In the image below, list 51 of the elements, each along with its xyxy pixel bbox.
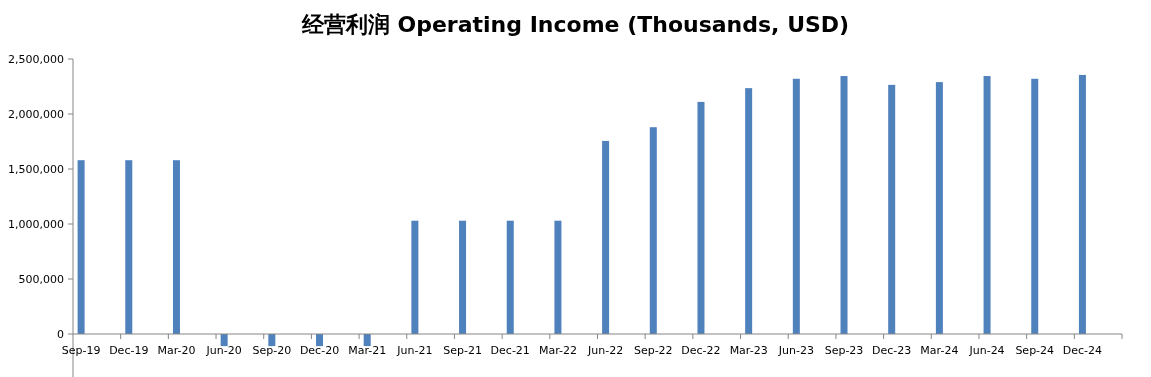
- x-tick-label: Jun-20: [205, 344, 242, 357]
- bar: [745, 88, 753, 334]
- bar: [363, 334, 371, 347]
- x-tick-label: Dec-19: [109, 344, 149, 357]
- x-tick-label: Jun-24: [968, 344, 1005, 357]
- x-tick-label: Dec-21: [490, 344, 530, 357]
- x-tick-label: Sep-20: [252, 344, 292, 357]
- bar: [125, 160, 133, 334]
- y-tick-label: 1,000,000: [8, 218, 64, 231]
- bar: [935, 82, 943, 334]
- x-tick-label: Sep-22: [633, 344, 673, 357]
- x-tick-label: Dec-24: [1062, 344, 1103, 357]
- chart-title: 经营利润 Operating Income (Thousands, USD): [300, 12, 850, 37]
- x-tick-label: Sep-24: [1015, 344, 1055, 357]
- bar: [1031, 78, 1039, 334]
- x-tick-label: Dec-23: [872, 344, 912, 357]
- x-tick-label: Sep-21: [443, 344, 482, 357]
- bar: [888, 84, 896, 334]
- bar: [1078, 74, 1086, 334]
- bar: [506, 220, 514, 334]
- bar: [983, 76, 991, 334]
- x-tick-label: Mar-21: [348, 344, 387, 357]
- bar: [459, 220, 467, 334]
- bar: [649, 127, 657, 334]
- x-tick-label: Dec-22: [681, 344, 721, 357]
- x-tick-label: Dec-20: [299, 344, 340, 357]
- x-tick-label: Mar-23: [729, 344, 768, 357]
- y-tick-label: 500,000: [18, 273, 64, 286]
- x-tick-label: Jun-22: [587, 344, 624, 357]
- x-tick-label: Mar-22: [538, 344, 577, 357]
- bar: [554, 220, 562, 334]
- bar: [268, 334, 276, 347]
- y-tick-label: 2,000,000: [8, 108, 64, 121]
- y-tick-label: 2,500,000: [8, 53, 64, 66]
- bar: [220, 334, 228, 347]
- y-tick-label: 0: [57, 328, 64, 341]
- bar: [792, 78, 800, 334]
- bar: [77, 160, 85, 334]
- x-tick-label: Mar-20: [157, 344, 196, 357]
- x-tick-label: Jun-21: [396, 344, 433, 357]
- bar: [840, 76, 848, 334]
- bar: [172, 160, 180, 334]
- x-tick-label: Jun-23: [777, 344, 814, 357]
- bar: [602, 140, 610, 334]
- bar: [411, 220, 419, 334]
- y-tick-label: 1,500,000: [8, 163, 64, 176]
- bar: [697, 101, 705, 334]
- bar: [316, 334, 324, 347]
- x-tick-label: Mar-24: [920, 344, 959, 357]
- x-tick-label: Sep-23: [824, 344, 864, 357]
- x-tick-label: Sep-19: [61, 344, 101, 357]
